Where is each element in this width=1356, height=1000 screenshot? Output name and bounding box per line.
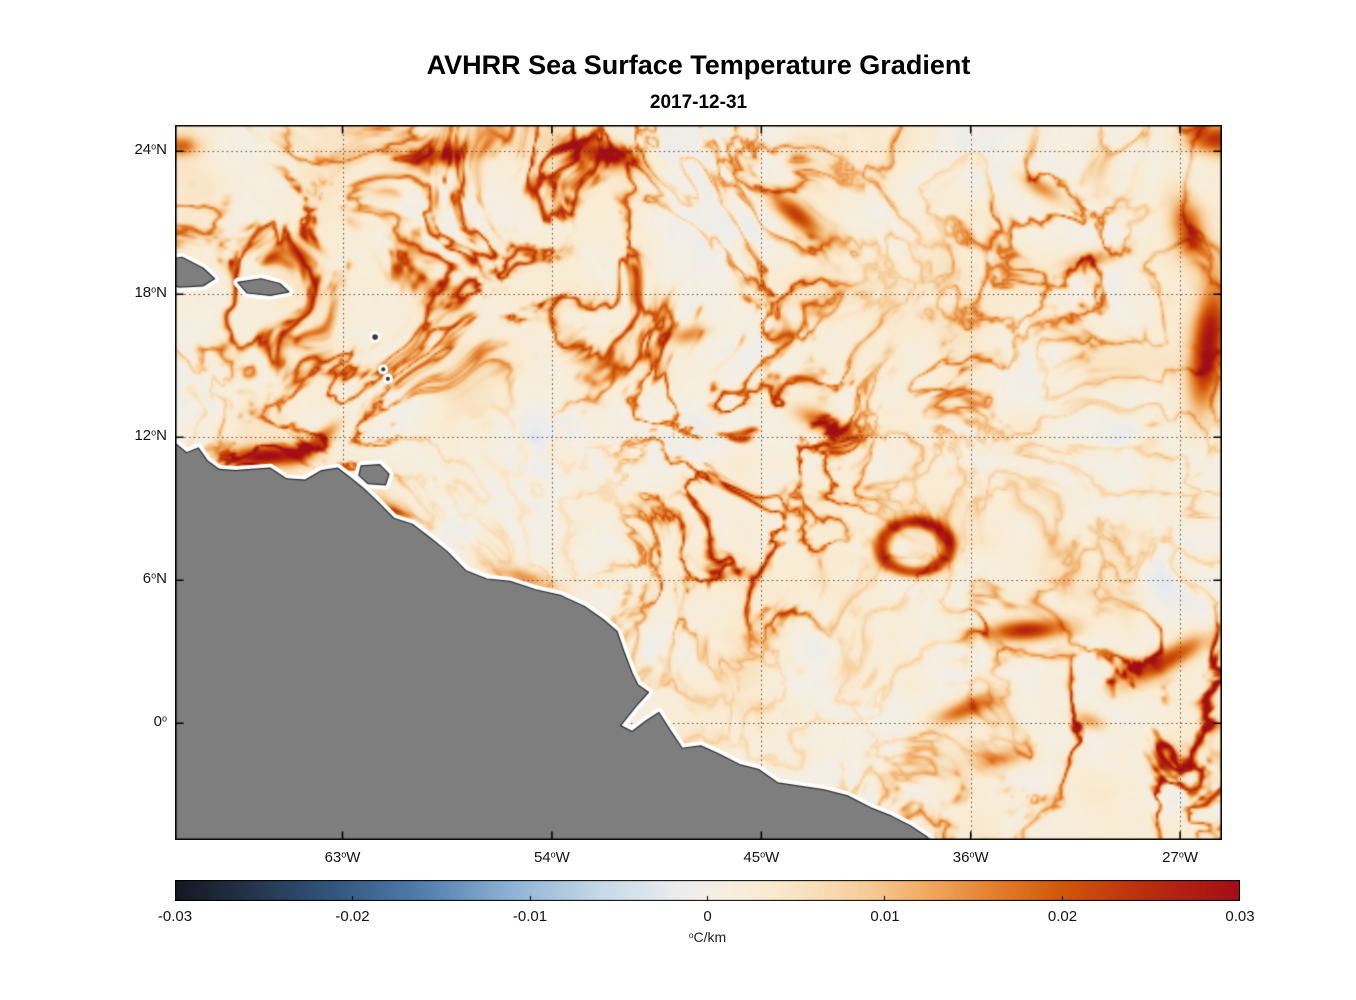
sst-gradient-heatmap [175,125,1222,840]
x-tick-label: 45oW [743,849,780,866]
x-tick-label: 54oW [533,849,570,866]
colorbar-tick-label: -0.02 [335,908,370,925]
colorbar-unit-label: oC/km [688,929,727,945]
chart-subtitle: 2017-12-31 [649,92,748,113]
map-plot-area [175,125,1222,840]
y-tick-label: 12oN [134,427,167,445]
colorbar-tick-label: -0.03 [157,908,193,925]
x-tick-label: 36oW [952,849,989,866]
y-tick-label: 24oN [134,141,167,159]
x-tick-label: 27oW [1162,849,1199,866]
colorbar-tick-label: 0.02 [1047,908,1078,925]
colorbar-tick-label: -0.01 [512,908,548,925]
x-tick-label: 63oW [324,849,361,866]
colorbar-tick-label: 0.01 [870,908,900,925]
colorbar-tick-label: 0 [703,908,712,925]
y-tick-label: 6oN [142,570,167,588]
y-tick-label: 0o [153,713,167,731]
colorbar-gradient [175,880,1240,901]
chart-title: AVHRR Sea Surface Temperature Gradient [426,50,971,80]
colorbar [175,880,1240,901]
colorbar-tick-label: 0.03 [1225,908,1255,925]
y-tick-label: 18oN [134,284,167,302]
